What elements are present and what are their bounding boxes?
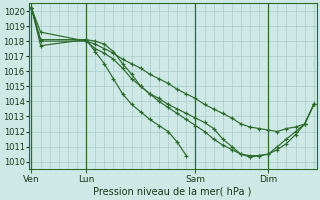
X-axis label: Pression niveau de la mer( hPa ): Pression niveau de la mer( hPa ) <box>93 187 252 197</box>
